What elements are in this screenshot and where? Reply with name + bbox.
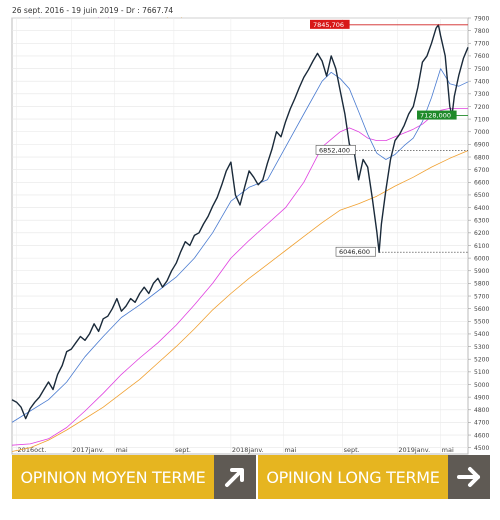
y-tick-label: 4800 bbox=[474, 407, 489, 414]
low-label: 6046,600 bbox=[339, 248, 370, 256]
y-tick-label: 6900 bbox=[474, 142, 489, 149]
y-tick-label: 7900 bbox=[474, 15, 489, 22]
y-tick-label: 5000 bbox=[474, 382, 489, 389]
y-axis: 4500 4600 4700 4800 4900 5000 5100 5200 5300 5400… bbox=[468, 15, 489, 452]
y-tick-label: 5400 bbox=[474, 331, 489, 338]
y-tick-label: 7400 bbox=[474, 78, 489, 85]
high-label-box bbox=[310, 19, 350, 29]
level-label-box bbox=[315, 145, 356, 155]
y-tick-label: 6000 bbox=[474, 255, 489, 262]
annotations: 7845,706 6852,400 6046,600 7128,000 bbox=[310, 19, 468, 257]
low-label-box bbox=[335, 246, 376, 257]
chart-area: 26 sept. 2016 - 19 juin 2019 - Dr : 7667… bbox=[11, 6, 489, 455]
y-tick-label: 7600 bbox=[474, 53, 489, 60]
x-tick-label: 2017janv. bbox=[72, 446, 104, 454]
x-tick-label: mai bbox=[284, 446, 296, 454]
y-tick-label: 6600 bbox=[474, 180, 489, 187]
y-tick-label: 5200 bbox=[474, 357, 489, 364]
series-group bbox=[11, 24, 469, 452]
y-tick-label: 7500 bbox=[474, 66, 489, 73]
y-tick-label: 4600 bbox=[474, 432, 489, 439]
high-label: 7845,706 bbox=[313, 21, 344, 29]
y-tick-label: 7800 bbox=[474, 28, 489, 35]
opinion-long-term-label: OPINION LONG TERME bbox=[258, 455, 448, 499]
opinion-medium-term-label: OPINION MOYEN TERME bbox=[12, 455, 214, 499]
x-tick-label: sept. bbox=[344, 446, 360, 454]
y-tick-label: 6500 bbox=[474, 192, 489, 199]
x-axis: 2016oct. 2017janv. mai sept. 2018janv. mai sep… bbox=[18, 446, 454, 454]
series-line-mma50 bbox=[11, 108, 468, 446]
price-chart: 26 sept. 2016 - 19 juin 2019 - Dr : 7667… bbox=[11, 6, 489, 455]
y-tick-label: 4900 bbox=[474, 394, 489, 401]
y-tick-label: 5600 bbox=[474, 306, 489, 313]
series-line-mma100 bbox=[11, 150, 469, 452]
x-tick-label: 2018janv. bbox=[232, 446, 264, 454]
x-tick-label: mai bbox=[116, 446, 128, 454]
opinion-long-term-button[interactable]: OPINION LONG TERME bbox=[258, 455, 490, 499]
y-tick-label: 5700 bbox=[474, 293, 489, 300]
y-tick-label: 7300 bbox=[474, 91, 489, 98]
y-tick-label: 7700 bbox=[474, 41, 489, 48]
y-tick-label: 5800 bbox=[474, 281, 489, 288]
date-range-header: 26 sept. 2016 - 19 juin 2019 - Dr : 7667… bbox=[12, 6, 173, 15]
x-tick-label: 2016oct. bbox=[18, 446, 47, 454]
y-tick-label: 6300 bbox=[474, 218, 489, 225]
y-tick-label: 5900 bbox=[474, 268, 489, 275]
y-tick-label: 5300 bbox=[474, 344, 489, 351]
x-tick-label: sept. bbox=[175, 446, 191, 454]
y-tick-label: 6100 bbox=[474, 243, 489, 250]
y-tick-label: 6400 bbox=[474, 205, 489, 212]
level-label: 6852,400 bbox=[319, 146, 350, 154]
y-tick-label: 6700 bbox=[474, 167, 489, 174]
green-label: 7128,000 bbox=[420, 112, 451, 120]
arrow-up-right-icon bbox=[214, 455, 256, 499]
series-line-price bbox=[11, 24, 469, 420]
y-tick-label: 6800 bbox=[474, 154, 489, 161]
series-line-mma20 bbox=[11, 68, 469, 423]
green-label-box bbox=[417, 110, 457, 120]
opinion-medium-term-button[interactable]: OPINION MOYEN TERME bbox=[12, 455, 256, 499]
y-tick-label: 7100 bbox=[474, 116, 489, 123]
x-tick-label: mai bbox=[442, 446, 454, 454]
y-tick-label: 7000 bbox=[474, 129, 489, 136]
y-tick-label: 4500 bbox=[474, 445, 489, 452]
arrow-right-icon bbox=[448, 455, 490, 499]
y-tick-label: 4700 bbox=[474, 420, 489, 427]
y-tick-label: 6200 bbox=[474, 230, 489, 237]
plot-frame bbox=[11, 17, 469, 455]
y-tick-label: 5500 bbox=[474, 319, 489, 326]
y-tick-label: 7200 bbox=[474, 104, 489, 111]
x-tick-label: 2019janv. bbox=[398, 446, 430, 454]
y-tick-label: 5100 bbox=[474, 369, 489, 376]
